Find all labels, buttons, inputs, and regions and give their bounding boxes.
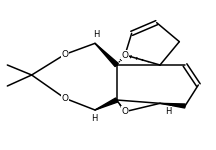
Text: H: H [93, 30, 99, 39]
Polygon shape [95, 43, 118, 67]
Text: O: O [121, 51, 129, 60]
Text: O: O [121, 107, 129, 116]
Text: H: H [91, 114, 97, 123]
Text: O: O [62, 94, 68, 103]
Text: H: H [165, 107, 171, 116]
Polygon shape [95, 98, 118, 110]
Polygon shape [160, 103, 185, 108]
Text: O: O [62, 50, 68, 59]
